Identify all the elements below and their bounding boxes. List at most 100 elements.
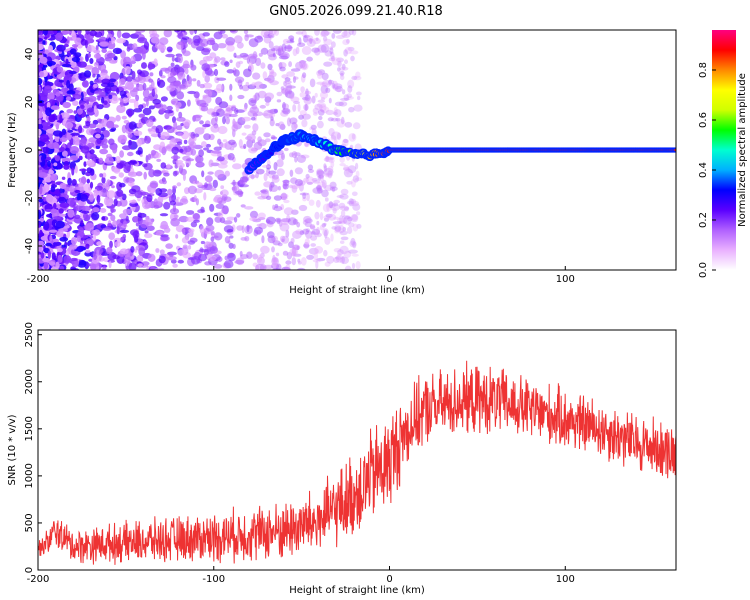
noise-blob	[200, 105, 209, 112]
x-tick-label: 100	[556, 574, 575, 585]
noise-blob	[186, 158, 195, 162]
noise-blob	[73, 214, 81, 219]
noise-blob	[124, 66, 131, 75]
noise-blob	[313, 251, 318, 261]
noise-blob	[273, 205, 283, 212]
noise-blob	[291, 209, 299, 215]
noise-blob	[229, 113, 238, 118]
noise-blob	[181, 36, 190, 40]
noise-blob	[53, 162, 58, 167]
noise-blob	[150, 265, 156, 270]
noise-blob	[96, 30, 100, 33]
noise-blob	[305, 230, 313, 239]
noise-blob	[304, 218, 313, 224]
noise-blob	[286, 117, 292, 127]
noise-blob	[340, 209, 346, 217]
noise-blob	[288, 93, 295, 100]
noise-blob	[38, 172, 48, 178]
noise-blob	[332, 30, 342, 34]
noise-blob	[58, 208, 64, 214]
noise-blob	[96, 249, 100, 257]
noise-blob	[248, 174, 257, 179]
noise-blob	[144, 204, 152, 209]
noise-blob	[352, 175, 359, 183]
noise-blob	[291, 246, 297, 255]
noise-blob	[306, 56, 313, 62]
noise-blob	[190, 255, 201, 265]
noise-blob	[72, 100, 79, 106]
noise-blob	[91, 66, 100, 76]
noise-blob	[300, 62, 309, 71]
noise-blob	[154, 152, 161, 159]
noise-blob	[116, 189, 124, 197]
noise-blob	[130, 55, 136, 65]
noise-blob	[333, 107, 338, 114]
noise-blob	[348, 133, 357, 142]
noise-blob	[221, 33, 228, 39]
noise-blob	[297, 42, 306, 48]
noise-blob	[327, 202, 336, 209]
noise-blob	[132, 43, 138, 50]
noise-blob	[116, 162, 124, 169]
noise-blob	[212, 179, 218, 189]
noise-blob	[226, 107, 232, 112]
noise-blob	[244, 236, 250, 242]
noise-blob	[168, 252, 174, 257]
noise-blob	[89, 194, 94, 202]
noise-blob	[285, 85, 296, 89]
noise-blob	[46, 101, 51, 109]
noise-blob	[258, 52, 263, 57]
noise-blob	[57, 254, 63, 264]
noise-blob	[285, 82, 292, 92]
noise-blob	[44, 36, 48, 40]
noise-blob	[324, 173, 330, 178]
noise-blob	[314, 232, 322, 238]
snr-background	[38, 330, 676, 570]
noise-blob	[351, 262, 356, 270]
noise-blob	[85, 243, 90, 249]
noise-blob	[311, 228, 320, 235]
noise-blob	[98, 157, 104, 164]
noise-blob	[222, 116, 226, 125]
noise-blob	[330, 233, 334, 242]
noise-blob	[159, 37, 169, 45]
noise-blob	[163, 30, 172, 38]
figure-title: GN05.2026.099.21.40.R18	[269, 4, 443, 19]
noise-blob	[166, 126, 175, 134]
noise-blob	[112, 220, 118, 228]
noise-blob	[99, 208, 107, 213]
x-tick-label: -200	[27, 574, 50, 585]
noise-blob	[244, 33, 249, 42]
noise-blob	[264, 92, 275, 101]
noise-blob	[126, 76, 133, 83]
noise-blob	[77, 61, 87, 68]
noise-blob	[148, 169, 156, 178]
y-tick-label: 20	[24, 96, 35, 109]
noise-blob	[47, 194, 54, 203]
noise-blob	[187, 38, 193, 45]
noise-blob	[158, 108, 166, 114]
noise-blob	[312, 187, 323, 194]
noise-blob	[343, 206, 349, 212]
noise-blob	[338, 225, 345, 234]
noise-blob	[167, 188, 173, 196]
noise-blob	[144, 200, 149, 205]
noise-blob	[348, 198, 355, 207]
noise-blob	[257, 136, 262, 143]
noise-blob	[128, 121, 137, 130]
noise-blob	[181, 228, 186, 235]
noise-blob	[330, 203, 340, 211]
noise-blob	[325, 109, 335, 116]
noise-blob	[162, 179, 167, 185]
noise-blob	[159, 224, 170, 230]
noise-blob	[130, 229, 139, 236]
noise-blob	[317, 69, 326, 75]
noise-blob	[81, 210, 90, 214]
noise-blob	[53, 30, 58, 35]
noise-blob	[352, 241, 357, 249]
noise-blob	[350, 213, 359, 223]
noise-blob	[199, 102, 209, 108]
noise-blob	[86, 167, 93, 174]
noise-blob	[257, 254, 263, 263]
noise-blob	[94, 90, 103, 95]
